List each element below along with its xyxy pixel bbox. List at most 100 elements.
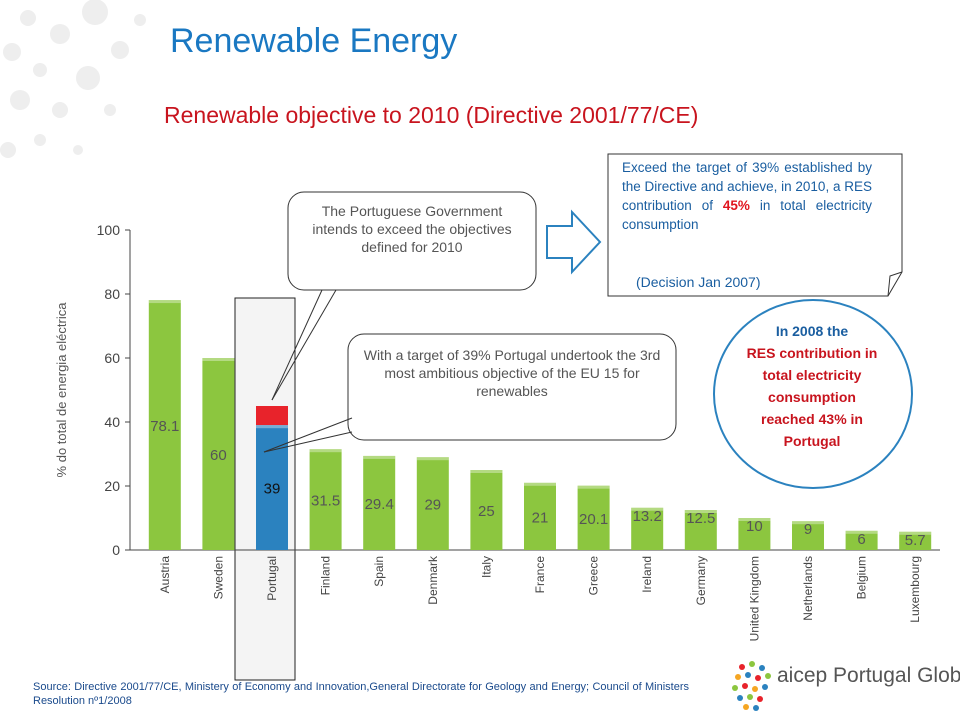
y-tick-label: 80: [104, 286, 120, 302]
bar-value-label: 5.7: [905, 532, 926, 549]
ellipse-line: Portugal: [783, 433, 841, 449]
logo-text-b: Portugal Global: [833, 664, 960, 687]
callout-ambitious-text: With a target of 39% Portugal undertook …: [363, 347, 661, 399]
bar-denmark: [416, 457, 449, 550]
target-note-fold: [887, 271, 903, 297]
page-subtitle: Renewable objective to 2010 (Directive 2…: [164, 102, 699, 128]
bar-top-highlight: [577, 485, 610, 489]
x-tick-label: Finland: [319, 556, 333, 595]
bar-top-highlight: [309, 449, 342, 453]
bar-value-label: 12.5: [686, 510, 715, 527]
bar-greece: [577, 485, 610, 550]
bar-top-highlight: [416, 457, 449, 461]
x-tick-label: United Kingdom: [747, 556, 761, 641]
x-tick-label: France: [533, 556, 547, 594]
bar-value-label: 39: [264, 481, 281, 498]
ellipse-line: consumption: [768, 389, 856, 405]
source-note: Source: Directive 2001/77/CE, Ministery …: [33, 681, 689, 707]
right-arrow-icon: [546, 209, 602, 275]
bar-portugal-extra-target: [256, 406, 288, 426]
bar-value-label: 29.4: [365, 496, 394, 513]
bar-top-highlight: [792, 521, 824, 525]
x-tick-label: Portugal: [265, 556, 279, 601]
bar-value-label: 29: [424, 497, 441, 514]
callout-ambitious-bubble: [347, 333, 677, 441]
bar-value-label: 78.1: [150, 418, 179, 435]
target-note-highlight: 45%: [722, 198, 750, 213]
bar-top-highlight: [148, 300, 181, 304]
x-tick-label: Ireland: [640, 556, 654, 593]
bar-netherlands: [792, 521, 824, 550]
y-tick-label: 20: [104, 478, 120, 494]
bar-germany: [684, 510, 717, 550]
target-note-text: Exceed the target of 39% established by …: [622, 158, 872, 234]
bar-top-highlight: [899, 531, 932, 535]
x-tick-label: Greece: [587, 556, 601, 596]
bar-belgium: [845, 530, 878, 550]
x-tick-label: Denmark: [426, 555, 440, 605]
target-note-box: [607, 153, 903, 297]
bar-value-label: 10: [746, 518, 763, 535]
bar-top-highlight: [631, 507, 664, 511]
y-axis-label: % do total de energia eléctrica: [54, 302, 69, 478]
callout-government-bubble: [287, 191, 537, 291]
bar-italy: [470, 470, 503, 550]
bar-top-highlight: [363, 455, 396, 459]
target-note-after: in total electricity consumption: [622, 198, 872, 232]
bar-top-highlight: [256, 425, 288, 429]
ellipse-text: In 2008 the RES contribution in total el…: [712, 320, 912, 452]
target-note-before: Exceed the target of 39% established by …: [622, 160, 872, 213]
bar-value-label: 6: [857, 531, 865, 548]
y-tick-label: 40: [104, 414, 120, 430]
y-tick-label: 60: [104, 350, 120, 366]
callout-government-pointer: [271, 289, 323, 401]
y-tick-label: 100: [97, 222, 121, 238]
bar-value-label: 13.2: [633, 508, 662, 525]
callout-government-pointer-b: [271, 289, 337, 401]
bar-top-highlight: [738, 518, 771, 521]
callout-government-text: The Portuguese Government intends to exc…: [312, 203, 512, 255]
bar-austria: [148, 300, 181, 550]
x-tick-label: Sweden: [211, 556, 225, 599]
bar-spain: [363, 455, 396, 550]
bar-value-label: 21: [532, 509, 549, 526]
bar-value-label: 60: [210, 447, 227, 464]
x-tick-label: Belgium: [855, 556, 869, 599]
ellipse-line: reached 43% in: [761, 411, 863, 427]
callout-ambitious-pointer-b: [263, 431, 353, 453]
bar-ireland: [631, 507, 664, 550]
ellipse-line: In 2008 the: [775, 323, 849, 339]
y-tick-label: 0: [112, 542, 120, 558]
ellipse-line: RES contribution in: [746, 345, 878, 361]
logo-text-a: aicep: [777, 664, 828, 687]
decision-note: (Decision Jan 2007): [636, 274, 761, 290]
bar-value-label: 9: [804, 521, 812, 538]
bar-top-highlight: [845, 530, 878, 534]
bar-top-highlight: [470, 470, 503, 473]
bar-value-label: 31.5: [311, 493, 340, 510]
bar-finland: [309, 449, 342, 550]
page-title: Renewable Energy: [170, 22, 458, 60]
x-tick-label: Germany: [694, 556, 708, 605]
bar-value-label: 25: [478, 503, 495, 520]
bar-luxembourg: [899, 531, 932, 550]
x-tick-label: Austria: [158, 556, 172, 594]
bar-portugal: [256, 425, 288, 550]
x-tick-label: Spain: [372, 556, 386, 587]
x-tick-label: Luxembourg: [908, 556, 922, 623]
bar-united-kingdom: [738, 518, 771, 550]
x-tick-label: Italy: [479, 556, 493, 578]
bar-value-label: 20.1: [579, 511, 608, 528]
bar-top-highlight: [684, 510, 717, 513]
ellipse-2008-highlight: [713, 299, 913, 489]
bar-france: [524, 482, 556, 550]
logo-text: aicep Portugal Global: [777, 664, 960, 688]
ellipse-line: total electricity: [762, 367, 862, 383]
bar-sweden: [202, 358, 235, 550]
callout-ambitious-pointer: [263, 417, 353, 453]
bar-top-highlight: [202, 358, 235, 361]
aicep-logo-icon: [732, 661, 771, 711]
x-tick-label: Netherlands: [801, 556, 815, 621]
decorative-dots: [0, 0, 146, 158]
